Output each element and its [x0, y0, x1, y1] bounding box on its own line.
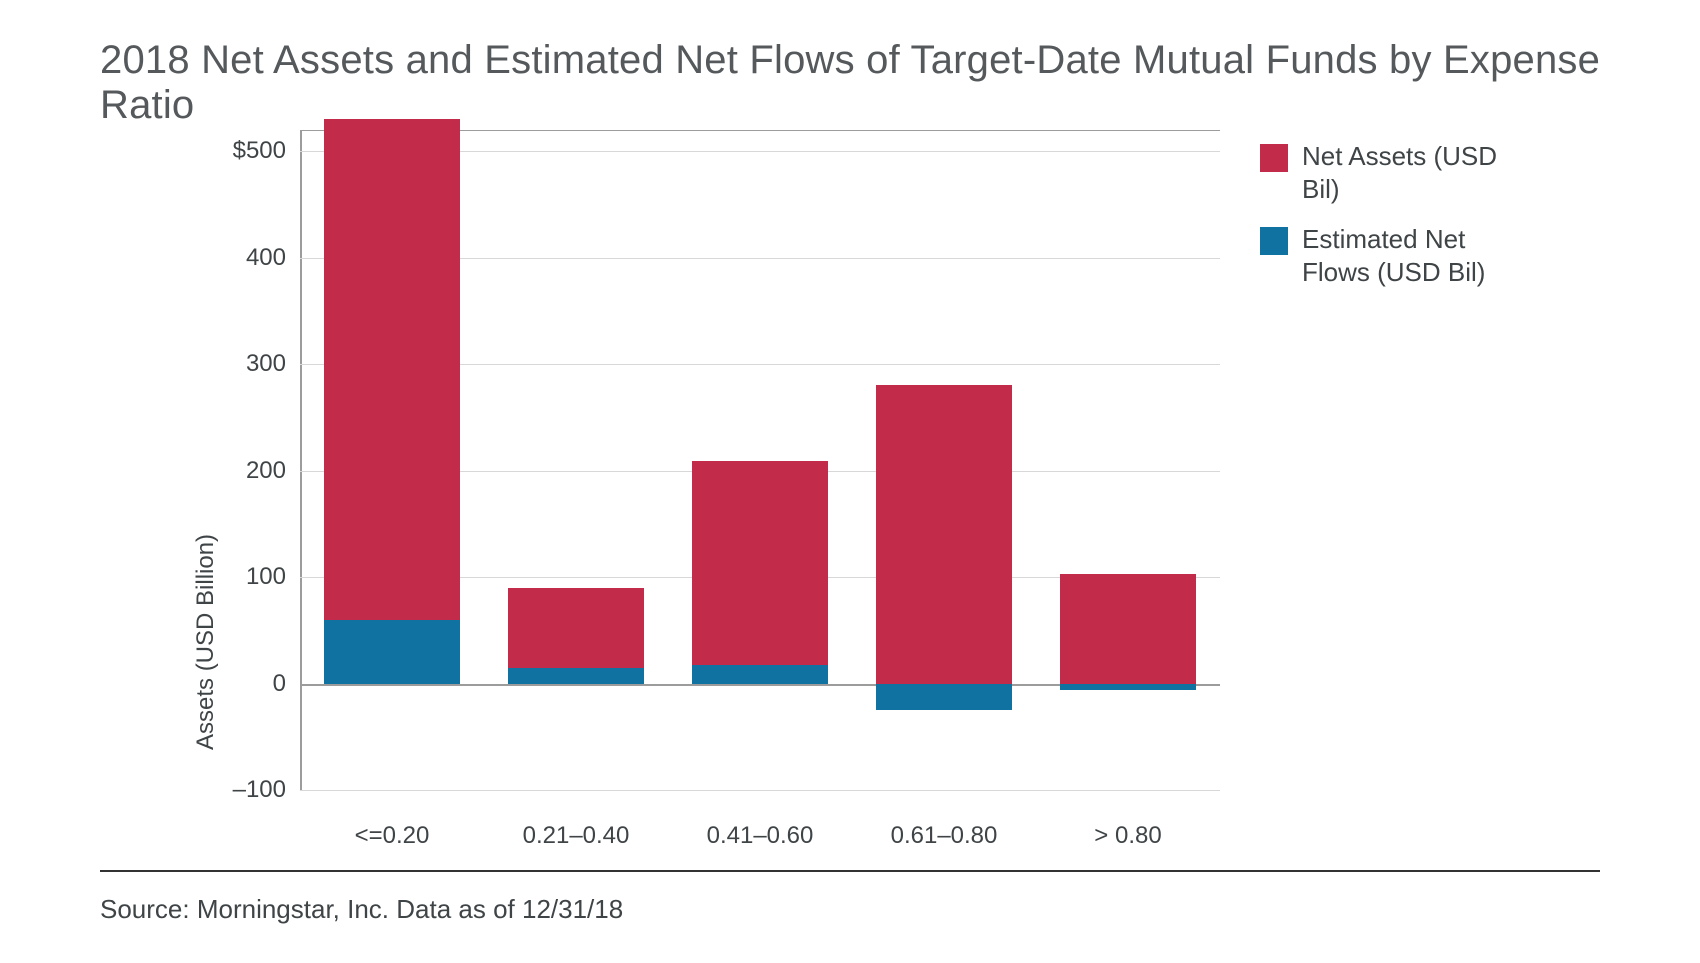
y-axis-line: [300, 130, 302, 790]
bar-net-flows: [324, 620, 460, 684]
ytick-label: 400: [246, 244, 286, 272]
legend-item: Net Assets (USD Bil): [1260, 140, 1500, 205]
bar-group: [1060, 130, 1196, 790]
bar-net-flows: [508, 668, 644, 684]
y-axis-label: Assets (USD Billion): [192, 450, 220, 750]
bar-net-flows: [1060, 684, 1196, 690]
legend-label: Net Assets (USD Bil): [1302, 140, 1500, 205]
plot-area: $5004003002001000–100<=0.200.21–0.400.41…: [300, 130, 1220, 790]
ytick-label: 300: [246, 350, 286, 378]
legend-item: Estimated Net Flows (USD Bil): [1260, 223, 1500, 288]
source-text: Source: Morningstar, Inc. Data as of 12/…: [100, 894, 623, 925]
bar-net-flows: [692, 665, 828, 683]
xtick-label: 0.41–0.60: [707, 822, 814, 850]
xtick-label: 0.21–0.40: [523, 822, 630, 850]
bar-group: [324, 130, 460, 790]
bar-net-flows: [876, 684, 1012, 711]
legend-swatch: [1260, 144, 1288, 172]
ytick-label: 0: [273, 670, 286, 698]
legend-label: Estimated Net Flows (USD Bil): [1302, 223, 1500, 288]
legend: Net Assets (USD Bil) Estimated Net Flows …: [1260, 140, 1500, 306]
ytick-label: 200: [246, 457, 286, 485]
ytick-label: $500: [233, 137, 286, 165]
page: 2018 Net Assets and Estimated Net Flows …: [0, 0, 1700, 963]
bar-net-assets: [324, 119, 460, 619]
chart-area: Assets (USD Billion) $5004003002001000–1…: [200, 130, 1580, 810]
xtick-label: > 0.80: [1094, 822, 1161, 850]
bar-group: [508, 130, 644, 790]
bar-net-assets: [692, 461, 828, 665]
bar-net-assets: [876, 385, 1012, 683]
bar-net-assets: [1060, 574, 1196, 684]
legend-swatch: [1260, 227, 1288, 255]
bar-group: [692, 130, 828, 790]
chart-title: 2018 Net Assets and Estimated Net Flows …: [100, 38, 1700, 128]
ytick-label: 100: [246, 563, 286, 591]
xtick-label: 0.61–0.80: [891, 822, 998, 850]
bar-group: [876, 130, 1012, 790]
xtick-label: <=0.20: [355, 822, 430, 850]
footer-rule: [100, 870, 1600, 872]
ytick-label: –100: [233, 776, 286, 804]
gridline: [300, 790, 1220, 791]
bar-net-assets: [508, 588, 644, 668]
